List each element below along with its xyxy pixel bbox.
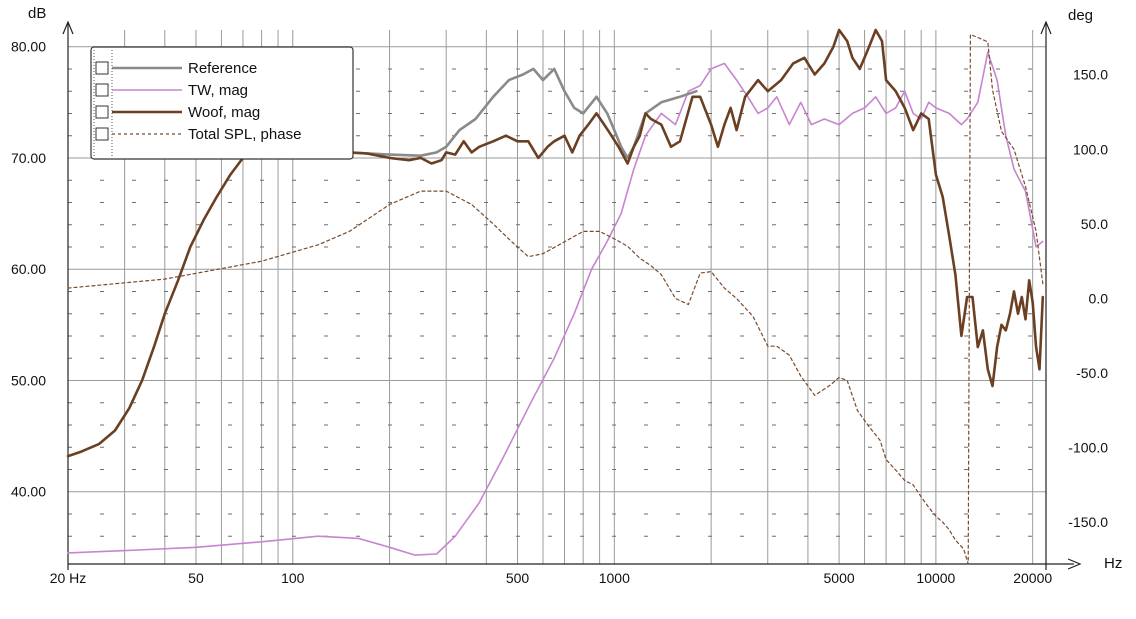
- legend-label-reference: Reference: [188, 60, 257, 77]
- right-tick-label: 100.0: [1073, 141, 1108, 157]
- x-tick-label: 1000: [599, 570, 630, 586]
- right-tick-label: -150.0: [1068, 514, 1108, 530]
- legend-checkbox-reference[interactable]: [95, 61, 109, 75]
- x-tick-label: 20 Hz: [50, 570, 87, 586]
- legend-checkbox-total-spl-phase[interactable]: [95, 127, 109, 141]
- right-tick-label: 0.0: [1089, 290, 1109, 306]
- x-axis-arrow: [1067, 558, 1082, 570]
- legend-items: Reference TW, mag Woof, mag Total SPL, phas…: [93, 50, 301, 156]
- right-axis-arrow: [1040, 20, 1052, 35]
- left-tick-label: 70.00: [11, 150, 46, 166]
- right-tick-label: 50.0: [1081, 216, 1108, 232]
- x-tick-label: 10000: [916, 570, 955, 586]
- legend: Reference TW, mag Woof, mag Total SPL, phas…: [90, 46, 354, 160]
- x-tick-label: 20000: [1013, 570, 1052, 586]
- left-axis-arrow: [62, 20, 74, 35]
- x-tick-label: 500: [506, 570, 530, 586]
- x-tick-label: 100: [281, 570, 305, 586]
- left-axis-unit: dB: [28, 5, 46, 22]
- x-axis-unit: Hz: [1104, 555, 1122, 572]
- left-tick-label: 80.00: [11, 39, 46, 55]
- right-tick-label: 150.0: [1073, 67, 1108, 83]
- series-line-total-spl-phase: [67, 33, 1044, 565]
- right-tick-label: -100.0: [1068, 440, 1108, 456]
- left-tick-label: 40.00: [11, 484, 46, 500]
- legend-checkbox-woof-mag[interactable]: [95, 105, 109, 119]
- legend-label-woof-mag: Woof, mag: [188, 104, 260, 121]
- legend-label-tw-mag: TW, mag: [188, 82, 248, 99]
- right-tick-label: -50.0: [1076, 365, 1108, 381]
- series-line-tw-mag: [67, 51, 1044, 556]
- x-tick-label: 5000: [824, 570, 855, 586]
- legend-label-total-spl-phase: Total SPL, phase: [188, 126, 301, 143]
- axes: [62, 20, 1082, 570]
- left-tick-label: 50.00: [11, 372, 46, 388]
- left-tick-label: 60.00: [11, 261, 46, 277]
- x-tick-label: 50: [188, 570, 204, 586]
- legend-box: [90, 46, 354, 160]
- tick-labels: 20 Hz 50 100 500 1000 5000 10000 20000 80.00 70.0…: [11, 39, 1108, 586]
- right-axis-unit: deg: [1068, 7, 1093, 24]
- legend-checkbox-tw-mag[interactable]: [95, 83, 109, 97]
